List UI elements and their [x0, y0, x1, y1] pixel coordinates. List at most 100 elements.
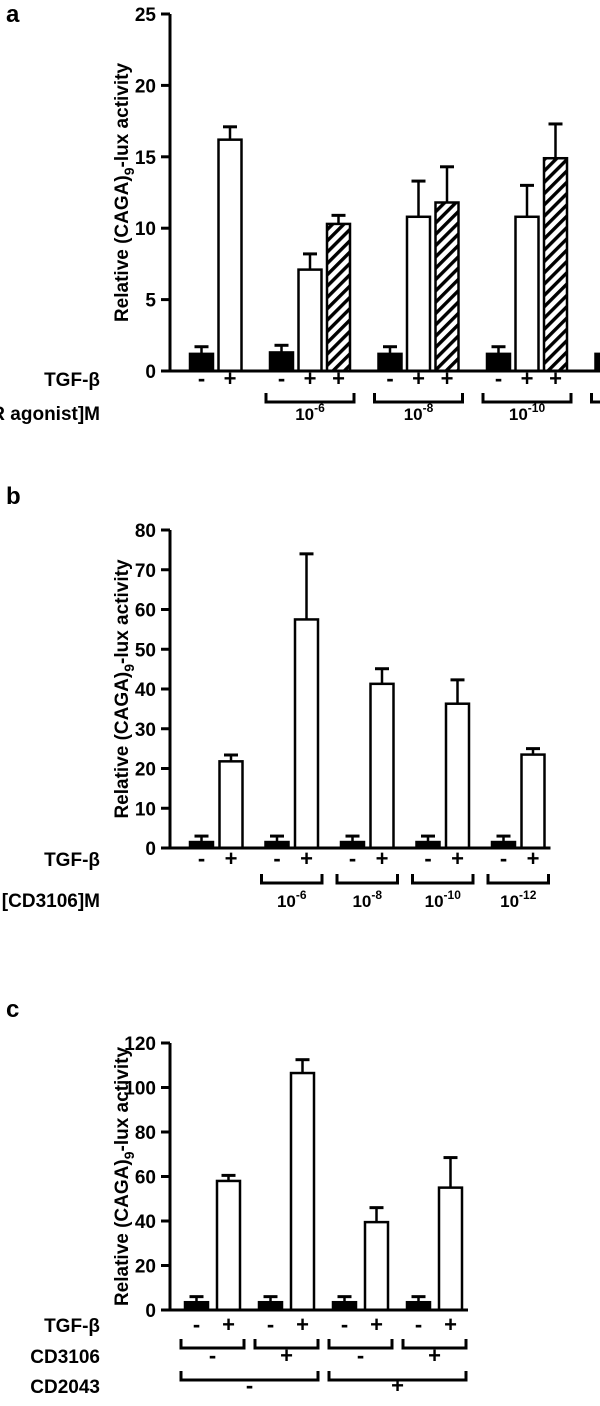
- y-tick-label: 15: [135, 148, 157, 169]
- group-bracket: [401, 1339, 468, 1350]
- y-tick-label: 20: [135, 76, 156, 97]
- y-tick-label: 60: [135, 601, 156, 622]
- y-tick-label: 80: [135, 521, 156, 542]
- y-axis-label: Relative (CAGA)9-lux activity: [112, 1047, 137, 1307]
- treatment-sign: +: [300, 846, 313, 871]
- y-tick-label: 20: [135, 1257, 156, 1278]
- y-tick-label: 0: [145, 362, 156, 383]
- bar-solid: [594, 352, 600, 373]
- bar-open: [218, 760, 244, 850]
- group-bracket: [327, 1371, 468, 1382]
- bar-open: [369, 682, 395, 850]
- treatment-sign: +: [370, 1312, 383, 1337]
- treatment-sign: -: [495, 366, 502, 391]
- group-bracket: [260, 874, 324, 885]
- y-tick-label: 40: [135, 1212, 156, 1233]
- concentration-label: 10-8: [404, 401, 434, 424]
- concentration-label: 10-6: [295, 401, 325, 424]
- bar-open: [293, 618, 320, 850]
- treatment-sign: +: [521, 366, 534, 391]
- bar-hatched: [434, 201, 460, 373]
- y-tick-label: 0: [145, 839, 156, 860]
- treatment-sign: -: [246, 1373, 253, 1398]
- y-tick-label: 100: [124, 1079, 156, 1100]
- treatment-sign: +: [225, 846, 238, 871]
- bar-open: [217, 138, 243, 373]
- row-label: [CD3106]M: [2, 891, 100, 912]
- chart-panel-b: b 0 10 20 30 40 50 60 70 80 Relative (CAGA)9-lux a…: [2, 483, 551, 912]
- treatment-sign: -: [357, 1343, 364, 1368]
- row-label: CD2043: [30, 1377, 100, 1398]
- row-label: TGF-β: [44, 370, 100, 391]
- panel-letter: a: [6, 1, 20, 28]
- treatment-sign: -: [415, 1312, 422, 1337]
- y-tick-label: 0: [145, 1301, 156, 1322]
- concentration-label: 10-8: [352, 888, 382, 911]
- group-bracket: [327, 1339, 394, 1350]
- y-tick-label: 70: [135, 561, 156, 582]
- row-label: CD3106: [30, 1347, 100, 1368]
- treatment-sign: -: [198, 846, 205, 871]
- group-bracket: [264, 393, 356, 404]
- treatment-sign: +: [296, 1312, 309, 1337]
- y-tick-label: 80: [135, 1123, 156, 1144]
- treatment-sign: +: [304, 366, 317, 391]
- panel-letter: c: [6, 996, 19, 1023]
- treatment-sign: +: [549, 366, 562, 391]
- bar-open: [363, 1220, 390, 1312]
- y-axis-label: Relative (CAGA)9-lux activity: [112, 63, 137, 323]
- y-tick-label: 50: [135, 640, 156, 661]
- y-tick-label: 120: [124, 1034, 156, 1055]
- y-tick-label: 60: [135, 1168, 156, 1189]
- bar-open: [289, 1071, 316, 1312]
- treatment-sign: -: [424, 846, 431, 871]
- bar-hatched: [325, 222, 352, 373]
- treatment-sign: -: [193, 1312, 200, 1337]
- treatment-sign: -: [198, 366, 205, 391]
- treatment-sign: +: [222, 1312, 235, 1337]
- treatment-sign: +: [441, 366, 454, 391]
- row-label: [RAR agonist]M: [0, 404, 100, 425]
- row-label: TGF-β: [44, 850, 100, 871]
- treatment-sign: +: [391, 1373, 404, 1398]
- treatment-sign: -: [267, 1312, 274, 1337]
- group-bracket: [335, 874, 399, 885]
- group-bracket: [590, 393, 600, 404]
- treatment-sign: +: [376, 846, 389, 871]
- group-bracket: [179, 1371, 320, 1382]
- bar-open: [514, 215, 540, 373]
- treatment-sign: -: [341, 1312, 348, 1337]
- y-tick-label: 40: [135, 680, 156, 701]
- treatment-sign: +: [451, 846, 464, 871]
- group-bracket: [373, 393, 464, 404]
- group-bracket: [179, 1339, 246, 1350]
- treatment-sign: -: [278, 366, 285, 391]
- bar-open: [215, 1179, 242, 1312]
- treatment-sign: -: [349, 846, 356, 871]
- bar-open: [405, 215, 432, 373]
- group-bracket: [486, 874, 550, 885]
- group-bracket: [253, 1339, 320, 1350]
- treatment-sign: +: [444, 1312, 457, 1337]
- treatment-sign: -: [500, 846, 507, 871]
- y-tick-label: 5: [145, 291, 156, 312]
- bar-open: [297, 268, 323, 373]
- concentration-label: 10-6: [277, 888, 307, 911]
- treatment-sign: +: [412, 366, 425, 391]
- y-tick-label: 30: [135, 720, 156, 741]
- bar-open: [520, 753, 546, 850]
- y-tick-label: 10: [135, 219, 156, 240]
- bar-open: [437, 1186, 464, 1312]
- group-bracket: [481, 393, 573, 404]
- treatment-sign: -: [209, 1343, 216, 1368]
- concentration-label: 10-10: [425, 888, 462, 911]
- treatment-sign: +: [224, 366, 237, 391]
- treatment-sign: -: [273, 846, 280, 871]
- concentration-label: 10-10: [509, 401, 546, 424]
- treatment-sign: -: [386, 366, 393, 391]
- concentration-label: 10-12: [500, 888, 537, 911]
- y-tick-label: 10: [135, 799, 156, 820]
- treatment-sign: +: [332, 366, 345, 391]
